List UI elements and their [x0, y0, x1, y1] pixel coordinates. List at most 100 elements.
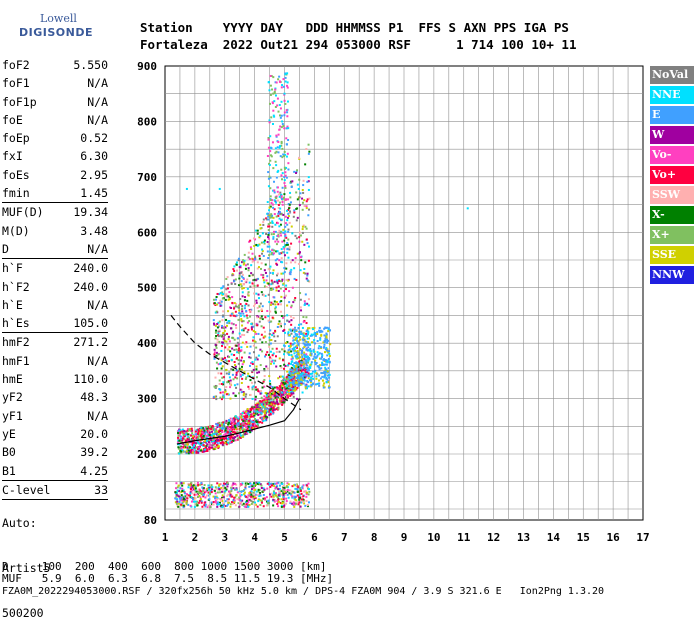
- echo-point: [255, 410, 258, 413]
- echo-point: [242, 320, 245, 323]
- echo-point: [248, 503, 251, 506]
- echo-point: [273, 402, 276, 405]
- echo-point: [271, 225, 274, 228]
- echo-point: [272, 490, 275, 493]
- echo-point: [219, 299, 222, 302]
- echo-point: [260, 227, 263, 230]
- echo-point: [232, 337, 235, 340]
- echo-point: [235, 494, 238, 497]
- echo-point: [270, 74, 273, 77]
- echo-point: [323, 371, 326, 374]
- echo-point: [261, 350, 264, 353]
- echo-point: [294, 372, 297, 375]
- echo-point: [241, 287, 244, 290]
- echo-point: [194, 487, 197, 490]
- echo-point: [176, 494, 179, 497]
- param-value: N/A: [87, 76, 108, 91]
- echo-point: [280, 86, 283, 89]
- echo-point: [225, 504, 228, 507]
- echo-point: [207, 439, 210, 442]
- echo-point: [272, 303, 275, 306]
- echo-point: [224, 298, 227, 301]
- file-info: FZA0M_2022294053000.RSF / 320fx256h 50 k…: [2, 586, 605, 597]
- echo-point: [261, 248, 264, 251]
- echo-point: [281, 348, 284, 351]
- echo-point: [231, 332, 234, 335]
- echo-point: [178, 428, 181, 431]
- echo-point: [267, 398, 270, 401]
- echo-point: [277, 193, 280, 196]
- echo-point: [256, 324, 259, 327]
- echo-point: [216, 338, 219, 341]
- echo-point: [287, 208, 290, 211]
- echo-point: [328, 352, 331, 355]
- echo-point: [229, 306, 232, 309]
- echo-point: [269, 398, 272, 401]
- echo-point: [276, 272, 279, 275]
- echo-point: [306, 180, 309, 183]
- echo-point: [230, 488, 233, 491]
- echo-point: [235, 373, 238, 376]
- echo-point: [256, 306, 259, 309]
- echo-point: [220, 372, 223, 375]
- echo-point: [242, 287, 245, 290]
- echo-point: [246, 345, 249, 348]
- echo-point: [281, 172, 284, 175]
- echo-point: [196, 504, 199, 507]
- echo-point: [286, 396, 289, 399]
- echo-point: [295, 356, 298, 359]
- echo-point: [247, 267, 250, 270]
- echo-point: [278, 385, 281, 388]
- echo-point: [326, 361, 329, 364]
- echo-point: [296, 216, 299, 219]
- echo-point: [264, 294, 267, 297]
- echo-point: [251, 423, 254, 426]
- echo-point: [247, 328, 250, 331]
- echo-point: [289, 372, 292, 375]
- echo-point: [288, 382, 291, 385]
- echo-point: [221, 326, 224, 329]
- echo-point: [225, 430, 228, 433]
- echo-point: [256, 244, 259, 247]
- echo-point: [216, 426, 219, 429]
- echo-point: [269, 382, 272, 385]
- echo-point: [222, 285, 225, 288]
- echo-point: [260, 291, 263, 294]
- echo-point: [259, 348, 262, 351]
- echo-point: [275, 355, 278, 358]
- echo-point: [277, 133, 280, 136]
- echo-point: [284, 73, 287, 76]
- echo-point: [256, 267, 259, 270]
- echo-point: [275, 301, 278, 304]
- echo-point: [306, 198, 309, 201]
- echo-point: [271, 249, 274, 252]
- echo-point: [286, 490, 289, 493]
- echo-point: [209, 446, 212, 449]
- echo-point: [313, 361, 316, 364]
- echo-point: [283, 328, 286, 331]
- echo-point: [327, 328, 330, 331]
- echo-point: [199, 499, 202, 502]
- echo-point: [218, 501, 221, 504]
- echo-point: [306, 379, 309, 382]
- echo-point: [291, 382, 294, 385]
- echo-point: [300, 378, 303, 381]
- echo-point: [287, 127, 290, 130]
- echo-point: [272, 76, 275, 79]
- legend-item-w: W: [650, 126, 694, 144]
- echo-point: [216, 367, 219, 370]
- echo-point: [258, 483, 261, 486]
- echo-point: [254, 386, 257, 389]
- echo-point: [240, 318, 243, 321]
- echo-point: [240, 308, 243, 311]
- echo-point: [286, 493, 289, 496]
- echo-point: [294, 297, 297, 300]
- echo-point: [307, 298, 310, 301]
- echo-point: [228, 360, 231, 363]
- echo-point: [288, 383, 291, 386]
- echo-point: [216, 424, 219, 427]
- echo-point: [281, 186, 284, 189]
- echo-point: [219, 292, 222, 295]
- echo-point: [288, 371, 291, 374]
- echo-point: [233, 354, 236, 357]
